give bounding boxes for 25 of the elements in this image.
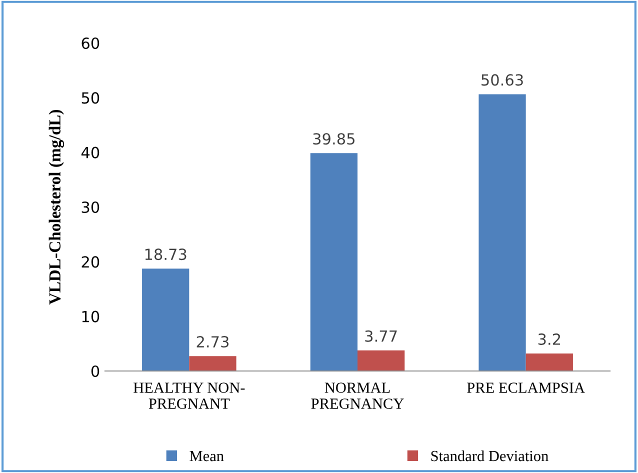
data-label: 3.2 (538, 333, 560, 345)
y-tick-label: 40 (81, 146, 100, 158)
y-tick-label: 60 (82, 37, 100, 50)
data-label: 2.73 (196, 336, 229, 348)
x-tick-label: HEALTHY NON- PREGNANT (134, 382, 245, 409)
y-tick-label: 50 (82, 92, 100, 104)
y-tick-label: 10 (82, 310, 100, 322)
data-label: 3.77 (365, 330, 397, 342)
y-axis-title: VLDL-Cholesterol (mg/dL) (48, 110, 64, 305)
y-tick-label: 0 (91, 365, 100, 378)
legend-label: Mean (190, 451, 224, 462)
data-label: 50.63 (482, 74, 523, 86)
legend-label: Standard Deviation (431, 450, 548, 462)
data-label: 18.73 (145, 248, 186, 260)
x-tick-label: NORMAL PREGNANCY (311, 382, 404, 409)
y-tick-label: 30 (82, 201, 100, 214)
bar (526, 354, 573, 371)
bar (189, 356, 236, 371)
y-tick-label: 20 (82, 256, 100, 268)
bar (478, 94, 526, 371)
bar (142, 268, 190, 371)
x-tick-label: PRE ECLAMPSIA (467, 382, 585, 393)
data-label: 39.85 (313, 133, 354, 145)
bar (358, 350, 405, 371)
bar (310, 153, 358, 371)
